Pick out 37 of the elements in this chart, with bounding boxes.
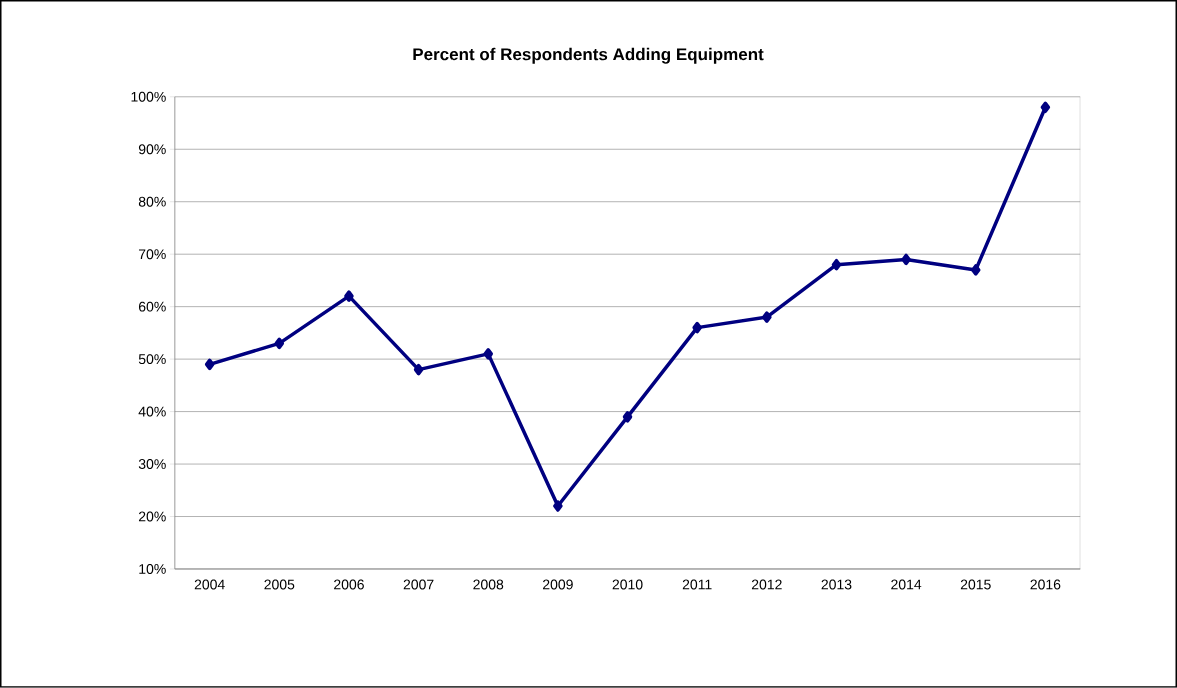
y-tick-label: 80% xyxy=(138,196,166,207)
point xyxy=(344,290,354,303)
point xyxy=(1040,101,1051,114)
x-tick-label: 2011 xyxy=(682,579,712,590)
x-tick-label: 2012 xyxy=(751,579,782,590)
point xyxy=(483,348,493,360)
x-tick-label: 2009 xyxy=(543,579,573,590)
y-tick-label: 30% xyxy=(138,459,166,470)
x-tick-label: 2007 xyxy=(403,579,434,590)
y-tick-label: 60% xyxy=(138,301,166,312)
x-tick-label: 2014 xyxy=(891,579,922,590)
point xyxy=(622,411,633,423)
y-tick-label: 20% xyxy=(138,511,166,522)
point xyxy=(413,363,424,376)
x-tick-label: 2010 xyxy=(612,579,643,590)
x-tick-label: 2006 xyxy=(334,579,364,590)
point xyxy=(204,358,215,371)
y-tick-label: 40% xyxy=(138,406,166,417)
point xyxy=(901,253,911,266)
y-tick-label: 50% xyxy=(138,354,166,365)
x-tick-label: 2016 xyxy=(1030,579,1061,590)
point xyxy=(553,500,563,512)
point xyxy=(831,259,842,271)
point xyxy=(971,264,981,276)
y-tick-label: 10% xyxy=(139,564,166,575)
chart-title: Percent of Respondents Adding Equipment xyxy=(413,47,764,64)
y-tick-label: 100% xyxy=(131,91,166,102)
x-tick-label: 2005 xyxy=(264,579,295,590)
x-tick-label: 2004 xyxy=(194,579,225,590)
y-tick-label: 70% xyxy=(138,249,166,260)
x-tick-label: 2013 xyxy=(821,579,852,590)
x-tick-label: 2008 xyxy=(473,579,504,590)
point xyxy=(762,311,772,324)
point xyxy=(274,337,285,350)
point xyxy=(692,322,702,334)
x-tick-label: 2015 xyxy=(960,579,991,590)
y-tick-label: 90% xyxy=(138,144,166,155)
